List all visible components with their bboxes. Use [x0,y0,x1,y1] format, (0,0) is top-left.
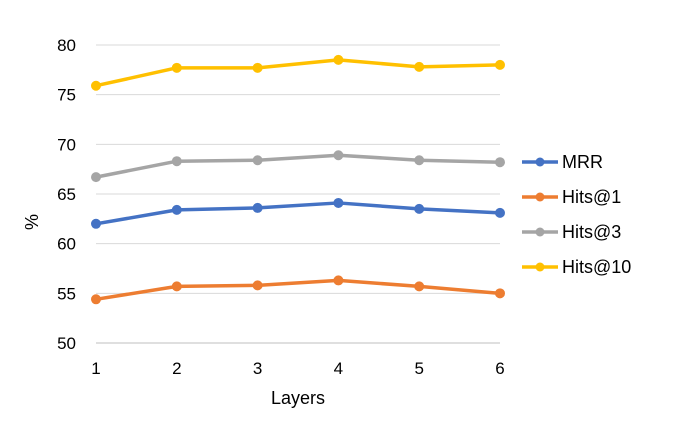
legend-marker [535,192,545,202]
data-point [333,197,344,208]
y-tick-label: 55 [57,284,76,303]
y-tick-label: 60 [57,235,76,254]
data-point [252,280,263,291]
data-point [495,288,505,299]
legend-label: Hits@3 [562,222,621,242]
legend-label: Hits@10 [562,257,631,277]
data-point [414,155,425,166]
x-tick-label: 5 [414,359,423,378]
legend-item: Hits@3 [522,222,621,242]
data-point [333,54,344,65]
data-point [414,281,425,292]
x-axis-label: Layers [271,388,325,408]
data-point [333,150,344,161]
data-point [495,157,505,168]
data-point [91,80,101,91]
legend-marker [535,157,545,167]
y-tick-label: 70 [57,135,76,154]
series-line [94,58,502,88]
x-axis-ticks: 1 2 3 4 5 6 [91,359,504,378]
y-tick-label: 80 [57,36,76,55]
series-mrr [91,197,505,229]
data-point [91,294,101,305]
legend-marker [535,262,545,272]
data-point [333,275,344,286]
x-tick-label: 6 [495,359,504,378]
series-line [94,278,502,302]
x-tick-label: 1 [91,359,100,378]
x-tick-label: 3 [253,359,262,378]
data-point [171,62,182,73]
legend-marker [535,227,545,237]
data-point [252,62,263,73]
legend-item: Hits@10 [522,257,631,277]
data-point [171,204,182,215]
legend-item: Hits@1 [522,187,621,207]
data-point [414,203,425,214]
series-line [94,201,502,226]
legend-label: MRR [562,152,603,172]
legend-label: Hits@1 [562,187,621,207]
data-point [171,156,182,167]
series-hits-1 [91,275,505,305]
series-hits-3 [91,150,505,183]
data-point [252,202,263,213]
data-point [91,218,101,229]
y-tick-label: 50 [57,334,76,353]
y-axis-ticks: 50 55 60 65 70 75 80 [57,36,76,353]
data-point [252,155,263,166]
data-point [414,61,425,72]
data-point [495,59,505,70]
gridlines [96,44,500,344]
data-point [171,281,182,292]
y-tick-label: 75 [57,86,76,105]
y-tick-label: 65 [57,185,76,204]
series-hits-10 [91,54,505,91]
x-tick-label: 4 [334,359,343,378]
y-axis-label: % [22,214,42,230]
x-tick-label: 2 [172,359,181,378]
data-point [91,172,101,183]
series-line [94,153,502,179]
data-point [495,207,505,218]
legend: MRR Hits@1 Hits@3 Hits@10 [522,152,631,277]
legend-item: MRR [522,152,603,172]
series-lines [91,54,505,305]
